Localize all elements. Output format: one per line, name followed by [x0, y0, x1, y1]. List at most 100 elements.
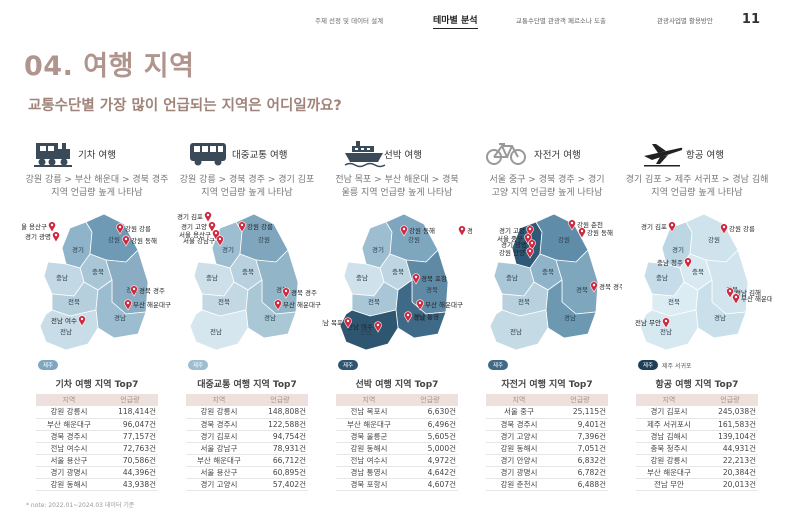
map-pin[interactable]: 강원 춘천 — [568, 219, 604, 231]
map-pin[interactable]: 전남 여수 — [51, 315, 86, 327]
table-cell-region: 경남 통영시 — [336, 466, 402, 479]
table-cell-region: 서울 용산구 — [186, 466, 252, 479]
mode-description-line: 지역 언급량 높게 나타남 — [51, 187, 143, 198]
mode-description-line: 전남 목포 > 부산 해운대 > 경북 — [335, 175, 459, 185]
mode-column-5: 항공 여행 경기 김포 > 제주 서귀포 > 경남 김해 지역 언급량 높게 나… — [622, 132, 772, 512]
region-label: 충남 — [56, 273, 68, 282]
table-header-row: 지역 언급량 — [186, 394, 308, 406]
region-label: 전북 — [518, 297, 530, 306]
table-cell-count: 44,931건 — [701, 442, 758, 455]
table-cell-region: 경기 고양시 — [186, 478, 252, 491]
map-pin[interactable]: 부산 해운대구 — [124, 299, 171, 311]
table-cell-region: 경기 광명시 — [36, 466, 102, 479]
map-pin[interactable]: 전남 무안 — [635, 317, 670, 329]
map-pin[interactable]: 부산 해운대구 — [416, 299, 463, 311]
map-pin[interactable]: 경남 김해 — [726, 287, 762, 299]
region-shape — [395, 279, 447, 339]
top-navigation: 주제 선정 및 데이터 설계 테마별 분석 교통수단별 관광객 페르소나 도출 … — [0, 12, 800, 32]
top7-table: 지역 언급량 전남 목포시 6,630건 부산 해운대구 6,496건 경북 울… — [336, 394, 458, 491]
table-cell-region: 서울 강남구 — [186, 442, 252, 455]
map-pin[interactable]: 경북 경주 — [282, 287, 318, 299]
map-pin[interactable]: 서울 중구 — [497, 233, 532, 245]
region-shape — [489, 309, 549, 351]
map-pin[interactable]: 경기 김포 — [177, 211, 212, 223]
map-pin-label: 경북 경주 — [139, 286, 165, 295]
korea-map: 경기 강원 충북 충남 경북 전북 경남 전남 강원 동해 경북 울릉군 경북 … — [322, 210, 472, 360]
map-pin[interactable]: 강원 강릉 — [720, 223, 756, 235]
mode-description-line: 강원 강릉 > 부산 해운대 > 경북 경주 — [25, 175, 169, 185]
map-pin[interactable]: 강원 동해 — [578, 227, 614, 239]
map-pin[interactable]: 경기 고양 — [181, 221, 216, 233]
map-pin[interactable]: 부산 해운대구 — [732, 293, 773, 305]
mode-label: 항공 여행 — [686, 150, 724, 161]
map-pin[interactable]: 강원 강릉 — [238, 221, 274, 233]
table-row: 경남 김해시 139,104건 — [636, 430, 758, 443]
table-cell-count: 6,488건 — [551, 478, 608, 491]
nav-item-persona[interactable]: 교통수단별 관광객 페르소나 도출 — [516, 17, 606, 25]
map-pin[interactable]: 강원 동해 — [400, 225, 436, 237]
table-cell-region: 경북 경주시 — [186, 418, 252, 431]
map-pin-label: 서울 강남구 — [183, 236, 215, 245]
region-label: 강원 — [108, 235, 120, 244]
map-pin[interactable]: 경남 통영 — [404, 311, 440, 323]
table-cell-count: 6,782건 — [551, 466, 608, 479]
region-shape — [245, 279, 297, 339]
map-pin[interactable]: 경북 포항 — [412, 273, 448, 285]
mode-header: 기차 여행 — [22, 138, 172, 170]
map-pin-label: 서울 중구 — [497, 234, 523, 243]
bicycle-icon — [484, 138, 528, 168]
map-pin[interactable]: 경기 광명 — [501, 239, 536, 251]
region-label: 전남 — [210, 327, 222, 336]
region-label: 충남 — [506, 273, 518, 282]
table-row: 경남 통영시 4,642건 — [336, 466, 458, 479]
data-note: * note: 2022.01~2024.03 데이터 기준 — [26, 502, 135, 509]
region-label: 충남 — [206, 273, 218, 282]
map-pin[interactable]: 경기 광명 — [25, 231, 60, 243]
region-label: 전남 — [60, 327, 72, 336]
table-row: 서울 중구 25,115건 — [486, 406, 608, 419]
map-pin[interactable]: 경북 경주 — [590, 281, 623, 293]
map-pin[interactable]: 강원 동해 — [122, 235, 158, 247]
region-shape — [545, 279, 597, 339]
table-row: 강원 강릉시 118,414건 — [36, 406, 158, 419]
map-pin-label: 경남 통영 — [413, 312, 439, 321]
table-cell-count: 122,588건 — [251, 418, 308, 431]
nav-item-topic[interactable]: 주제 선정 및 데이터 설계 — [315, 17, 384, 25]
table-row: 전남 목포시 6,630건 — [336, 406, 458, 419]
nav-item-theme-analysis[interactable]: 테마별 분석 — [433, 13, 478, 29]
map-pin[interactable]: 전남 여수 — [347, 321, 382, 333]
map-pin[interactable]: 경북 울릉군 — [458, 225, 473, 237]
table-cell-count: 70,586건 — [101, 454, 158, 467]
table-row: 강원 동해시 7,051건 — [486, 442, 608, 455]
region-label: 전북 — [668, 297, 680, 306]
nav-item-business[interactable]: 관광사업별 활용방안 — [657, 17, 713, 25]
map-pin[interactable]: 부산 해운대구 — [274, 299, 321, 311]
region-shape — [95, 279, 147, 339]
table-row: 부산 해운대구 96,047건 — [36, 418, 158, 431]
map-pin-label: 강원 동해 — [131, 236, 157, 245]
mode-description: 경기 김포 > 제주 서귀포 > 경남 김해 지역 언급량 높게 나타남 — [622, 174, 772, 199]
map-pin[interactable]: 서울 용산구 — [22, 221, 56, 233]
table-cell-count: 7,051건 — [551, 442, 608, 455]
map-pin[interactable]: 서울 강남구 — [183, 235, 224, 247]
table-cell-region: 경남 김해시 — [636, 430, 702, 443]
map-pin[interactable]: 경북 경주 — [130, 285, 166, 297]
map-pin-label: 강원 강릉 — [247, 222, 273, 231]
map-pin-label: 강원 동해 — [587, 228, 613, 237]
mode-description: 강원 강릉 > 경북 경주 > 경기 김포 지역 언급량 높게 나타남 — [172, 174, 322, 199]
map-pin[interactable]: 충남 청주 — [657, 257, 692, 269]
map-pin[interactable]: 전남 목포 — [322, 317, 352, 329]
map-pin[interactable]: 서울 용산구 — [179, 229, 220, 241]
table-title: 선박 여행 지역 Top7 — [355, 380, 439, 390]
column-header-region: 지역 — [336, 394, 402, 406]
map-pin[interactable]: 강원 안양 — [499, 247, 534, 259]
table-row: 부산 해운대구 66,712건 — [186, 454, 308, 467]
map-pin-label: 강원 동해 — [409, 226, 435, 235]
table-title: 기차 여행 지역 Top7 — [55, 380, 139, 390]
mode-label: 자전거 여행 — [534, 150, 581, 161]
map-pin[interactable]: 강원 강릉 — [116, 223, 151, 235]
map-pin[interactable]: 경기 고양 — [499, 225, 534, 237]
map-pin[interactable]: 경기 김포 — [641, 221, 676, 233]
map-pin-label: 경남 김해 — [735, 288, 761, 297]
table-cell-count: 72,763건 — [101, 442, 158, 455]
